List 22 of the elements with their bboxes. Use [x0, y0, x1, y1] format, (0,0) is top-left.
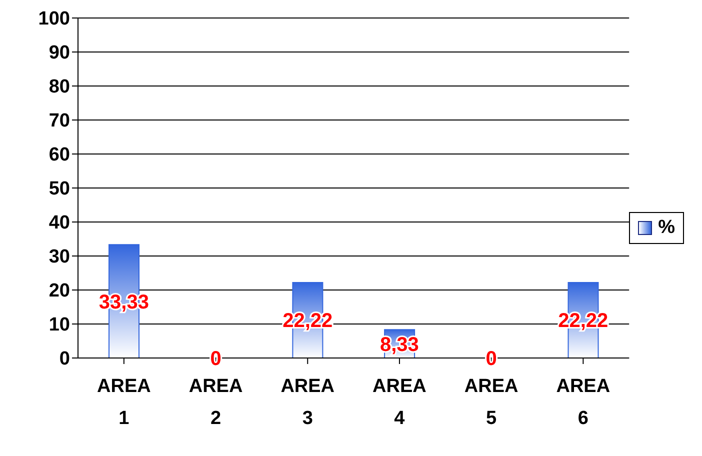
data-label: 8,33: [380, 334, 419, 356]
x-tick-label: AREA 2: [188, 376, 243, 429]
data-label: 33,33: [98, 291, 149, 314]
x-tick-label: AREA 6: [556, 376, 610, 429]
y-tick-label: 0: [59, 348, 70, 370]
x-tick-label: AREA 4: [372, 376, 427, 429]
y-tick-label: 10: [48, 314, 70, 336]
y-tick-label: 30: [48, 246, 70, 268]
x-tick-label: AREA 1: [97, 376, 152, 429]
data-label: 22,22: [282, 310, 333, 332]
y-tick-label: 90: [48, 42, 70, 64]
y-tick-label: 70: [48, 110, 70, 132]
y-tick-label: 50: [48, 178, 70, 200]
y-tick-label: 60: [48, 144, 70, 166]
y-tick-label: 40: [48, 212, 70, 234]
y-tick-label: 80: [48, 76, 70, 98]
y-tick-label: 20: [48, 280, 70, 302]
data-label: 22,22: [558, 310, 608, 332]
y-tick-label: 100: [38, 8, 70, 30]
legend-label: %: [658, 217, 675, 239]
x-tick-label: AREA 3: [280, 376, 335, 429]
x-tick-label: AREA 5: [464, 376, 519, 429]
